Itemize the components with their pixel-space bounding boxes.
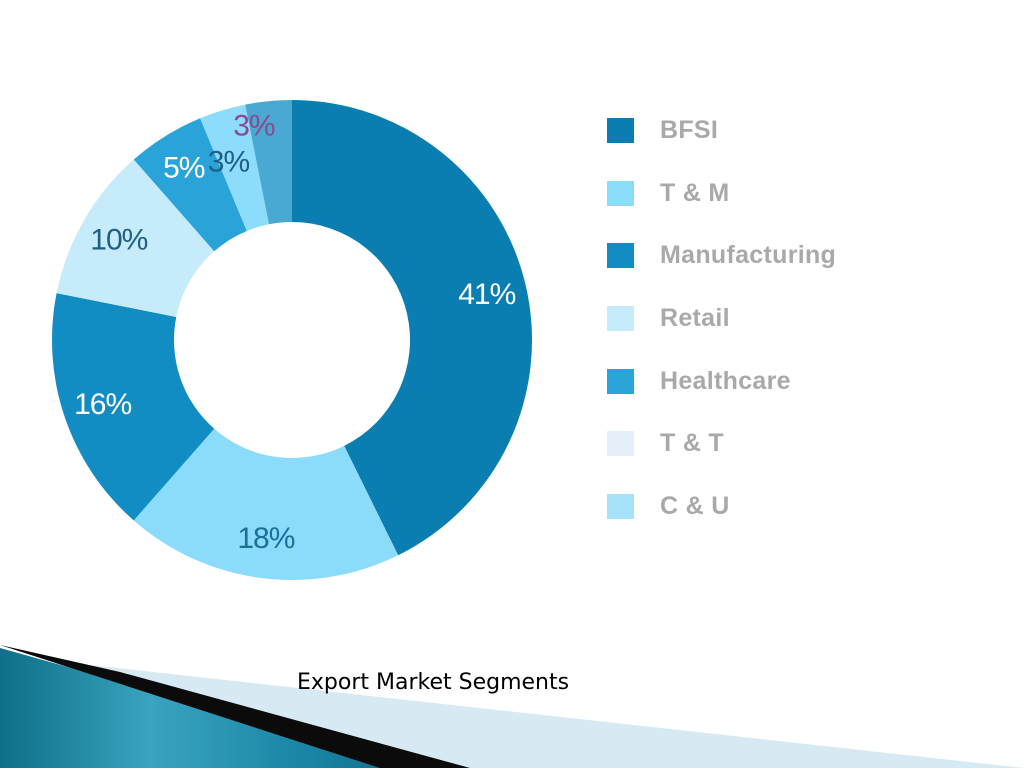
legend-item-retail: Retail (607, 304, 907, 367)
legend-item-manufacturing: Manufacturing (607, 241, 907, 304)
donut-slice-healthcare (133, 118, 247, 252)
donut-slice-manufacturing (51, 293, 215, 521)
slice-label-retail: 10% (90, 224, 147, 257)
donut-slice-retail (56, 159, 215, 317)
legend-label: T & M (660, 178, 730, 207)
slice-label-t-m: 18% (237, 522, 294, 555)
donut-slice-c-u (245, 100, 292, 225)
legend-item-healthcare: Healthcare (607, 367, 907, 430)
slice-label-healthcare: 5% (163, 151, 205, 184)
legend-item-t-and-m: T & M (607, 179, 907, 242)
legend-swatch (607, 118, 634, 143)
legend-item-bfsi: BFSI (607, 116, 907, 179)
legend-label: Manufacturing (660, 241, 837, 270)
legend-swatch (607, 243, 634, 269)
legend-label: T & T (660, 429, 724, 458)
legend-swatch (607, 180, 634, 206)
legend-item-c-and-u: C & U (607, 492, 907, 555)
legend-swatch (607, 431, 634, 457)
chart-caption: Export Market Segments (297, 670, 570, 695)
donut-slice-t-t (200, 104, 269, 231)
slice-label-manufacturing: 16% (74, 388, 131, 421)
legend-label: Retail (660, 304, 730, 333)
legend-swatch (607, 368, 634, 394)
legend-label: BFSI (660, 116, 719, 144)
slice-label-bfsi: 41% (458, 278, 515, 311)
decor-dark-wedge (0, 645, 470, 768)
legend-label: Healthcare (660, 366, 791, 395)
chart-legend: BFSI T & M Manufacturing Retail Healthca… (607, 116, 907, 555)
slice-label-t-t: 3% (208, 145, 250, 178)
donut-slice-t-m (133, 428, 399, 580)
legend-swatch (607, 306, 634, 332)
slice-label-c-u: 3% (233, 109, 275, 142)
legend-item-t-and-t: T & T (607, 429, 907, 492)
legend-label: C & U (660, 492, 730, 521)
donut-slice-bfsi (292, 100, 533, 556)
legend-swatch (607, 494, 634, 520)
